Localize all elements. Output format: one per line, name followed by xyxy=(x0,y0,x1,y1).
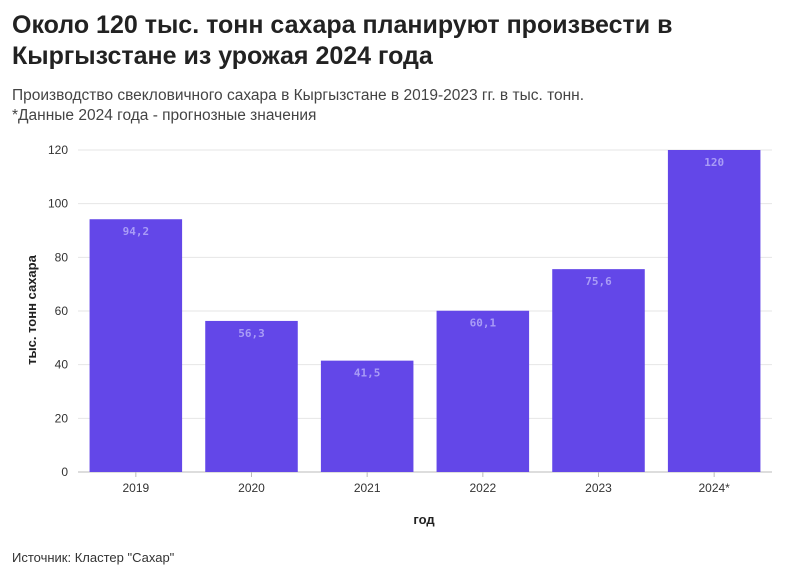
grid-lines xyxy=(78,149,772,473)
x-tick-label: 2023 xyxy=(585,481,612,495)
chart-title: Около 120 тыс. тонн сахара планируют про… xyxy=(12,11,673,70)
bar xyxy=(552,269,645,472)
bars: 94,2 56,3 41,5 60,1 75,6 120 xyxy=(89,150,761,472)
bar xyxy=(667,150,761,472)
y-tick-label: 120 xyxy=(48,143,68,157)
y-tick-label: 0 xyxy=(61,465,68,479)
x-axis-title: год xyxy=(413,512,435,527)
y-tick-label: 100 xyxy=(48,197,68,211)
x-axis-ticks: 2019 2020 2021 2022 2023 2024* xyxy=(122,472,730,495)
y-tick-label: 20 xyxy=(55,411,69,425)
y-tick-label: 40 xyxy=(55,358,69,372)
chart-subtitle: Производство свекловичного сахара в Кырг… xyxy=(12,86,788,126)
y-tick-label: 60 xyxy=(55,304,69,318)
bar xyxy=(436,310,530,472)
x-tick-label: 2020 xyxy=(238,481,265,495)
bar-value-label: 56,3 xyxy=(238,327,265,340)
x-tick-label: 2022 xyxy=(469,481,496,495)
bar xyxy=(89,219,183,472)
x-tick-label: 2021 xyxy=(354,481,381,495)
bar-value-label: 94,2 xyxy=(123,225,150,238)
subtitle-line-2: *Данные 2024 года - прогнозные значения xyxy=(12,107,317,124)
bar-value-label: 120 xyxy=(704,156,724,169)
x-tick-label: 2019 xyxy=(122,481,149,495)
y-axis-ticks: 0 20 40 60 80 100 120 xyxy=(48,143,68,479)
source-note: Источник: Кластер "Сахар" xyxy=(12,550,175,565)
bar-value-label: 75,6 xyxy=(585,275,612,288)
y-axis-title: тыс. тонн сахара xyxy=(24,254,39,364)
subtitle-line-1: Производство свекловичного сахара в Кырг… xyxy=(12,87,585,104)
x-tick-label: 2024* xyxy=(698,481,730,495)
bar-value-label: 60,1 xyxy=(470,317,497,330)
bar xyxy=(320,360,414,472)
bar-value-label: 41,5 xyxy=(354,367,381,380)
bar xyxy=(205,320,298,472)
y-tick-label: 80 xyxy=(55,250,69,264)
